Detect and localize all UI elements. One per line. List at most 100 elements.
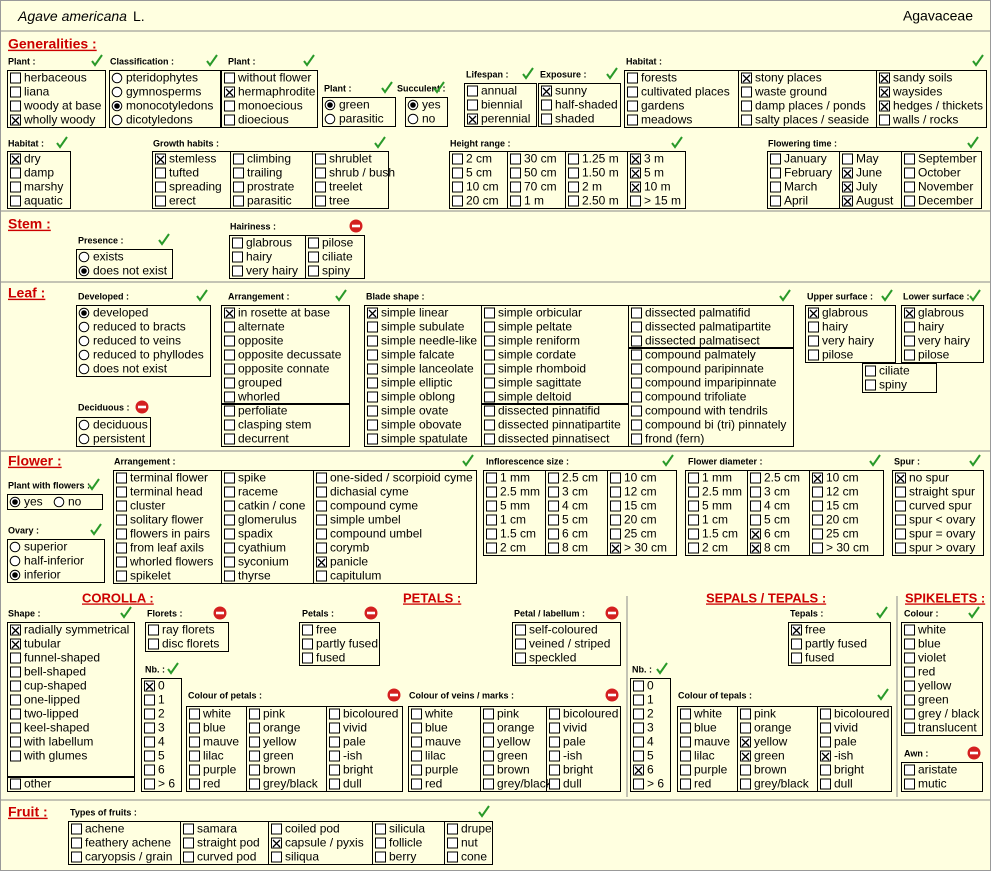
option-label: 10 cm [624,471,657,485]
option-box [299,622,380,666]
check-icon [120,606,132,619]
checkbox [895,486,906,498]
checkbox [233,181,244,193]
option-label: 5 mm [702,499,732,513]
option-label: bell-shaped [24,665,86,679]
checkbox [486,542,497,554]
checkbox [688,542,699,554]
option-label: syconium [238,555,289,569]
checkbox [610,500,621,512]
checkbox [904,321,915,333]
option-label: pilose [822,348,854,362]
option-label: glabrous [246,236,292,250]
option-label: brown [497,763,530,777]
option-label: simple deltoid [498,390,571,404]
option-label: erect [169,194,196,208]
option-label: pale [563,735,586,749]
checkbox [895,542,906,554]
checkbox [484,349,495,361]
option-label: dry [24,152,41,166]
checkbox [375,837,386,849]
option-label: 5 mm [500,499,530,513]
checkbox [812,528,823,540]
option-label: lilac [425,749,446,763]
option-label: violet [918,651,947,665]
checkbox [232,251,243,263]
checkbox [820,722,831,734]
option-label: spreading [169,180,222,194]
option-label: red [918,665,935,679]
option-label: October [918,166,961,180]
check-icon [91,54,103,67]
checkbox [904,764,915,776]
option-box [862,363,937,393]
option-label: December [918,194,973,208]
check-icon [478,805,490,818]
checkbox [224,433,235,445]
option-label: grey/black [754,777,810,791]
option-label: yellow [263,735,297,749]
option-box [76,249,173,279]
option-label: follicle [389,836,423,850]
option-label: catkin / cone [238,499,306,513]
check-icon [969,289,981,302]
option-label: mauve [425,735,461,749]
group-title: Plant : [8,56,36,66]
checkbox [224,405,235,417]
option-label: 6 cm [562,527,588,541]
group-title: Inflorescence size : [486,456,569,466]
option-label: 20 cm [624,513,657,527]
option-box [141,678,182,792]
option-label: curved pod [197,850,256,864]
checkbox [367,405,378,417]
checkbox [10,181,21,193]
checkbox [484,433,495,445]
checkbox [750,486,761,498]
radio [111,86,123,98]
option-label: spiny [322,264,350,278]
checkbox [740,778,751,790]
option-label: simple linear [381,306,448,320]
checkbox [447,851,458,863]
option-label: dicotyledons [126,113,193,127]
option-label: mutic [918,777,947,791]
checkbox-cross [468,115,477,124]
checkbox-cross [225,309,234,318]
option-label: dioecious [238,113,289,127]
check-icon [606,67,618,80]
option-label: August [856,194,894,208]
option-label: 6 cm [764,527,790,541]
option-label: salty places / seaside [755,113,869,127]
checkbox [568,195,579,207]
check-icon [158,233,170,246]
option-label: veined / striped [529,637,610,651]
option-box [444,821,493,865]
checkbox [148,638,159,650]
checkbox [770,195,781,207]
checkbox [680,708,691,720]
option-label: 3 [647,721,654,735]
option-label: nut [461,836,478,850]
option-label: 3 cm [764,485,790,499]
checkbox [375,823,386,835]
option-label: fused [805,651,834,665]
option-box [892,470,984,556]
option-label: 5 [158,749,165,763]
option-box [7,776,135,792]
checkbox [447,837,458,849]
checkbox [467,99,478,111]
option-label: whorled flowers [129,555,213,569]
option-label: simple spatulate [381,432,468,446]
checkbox [627,86,638,98]
checkbox [904,181,915,193]
option-label: herbaceous [24,71,87,85]
option-label: 1.5 cm [500,527,536,541]
group-title: Lifespan : [466,69,509,79]
option-label: green [263,749,294,763]
option-label: very hairy [822,334,874,348]
option-box [809,470,884,556]
checkbox [483,778,494,790]
checkbox [631,307,642,319]
checkbox-cross [11,155,20,164]
option-label: simple umbel [330,513,401,527]
